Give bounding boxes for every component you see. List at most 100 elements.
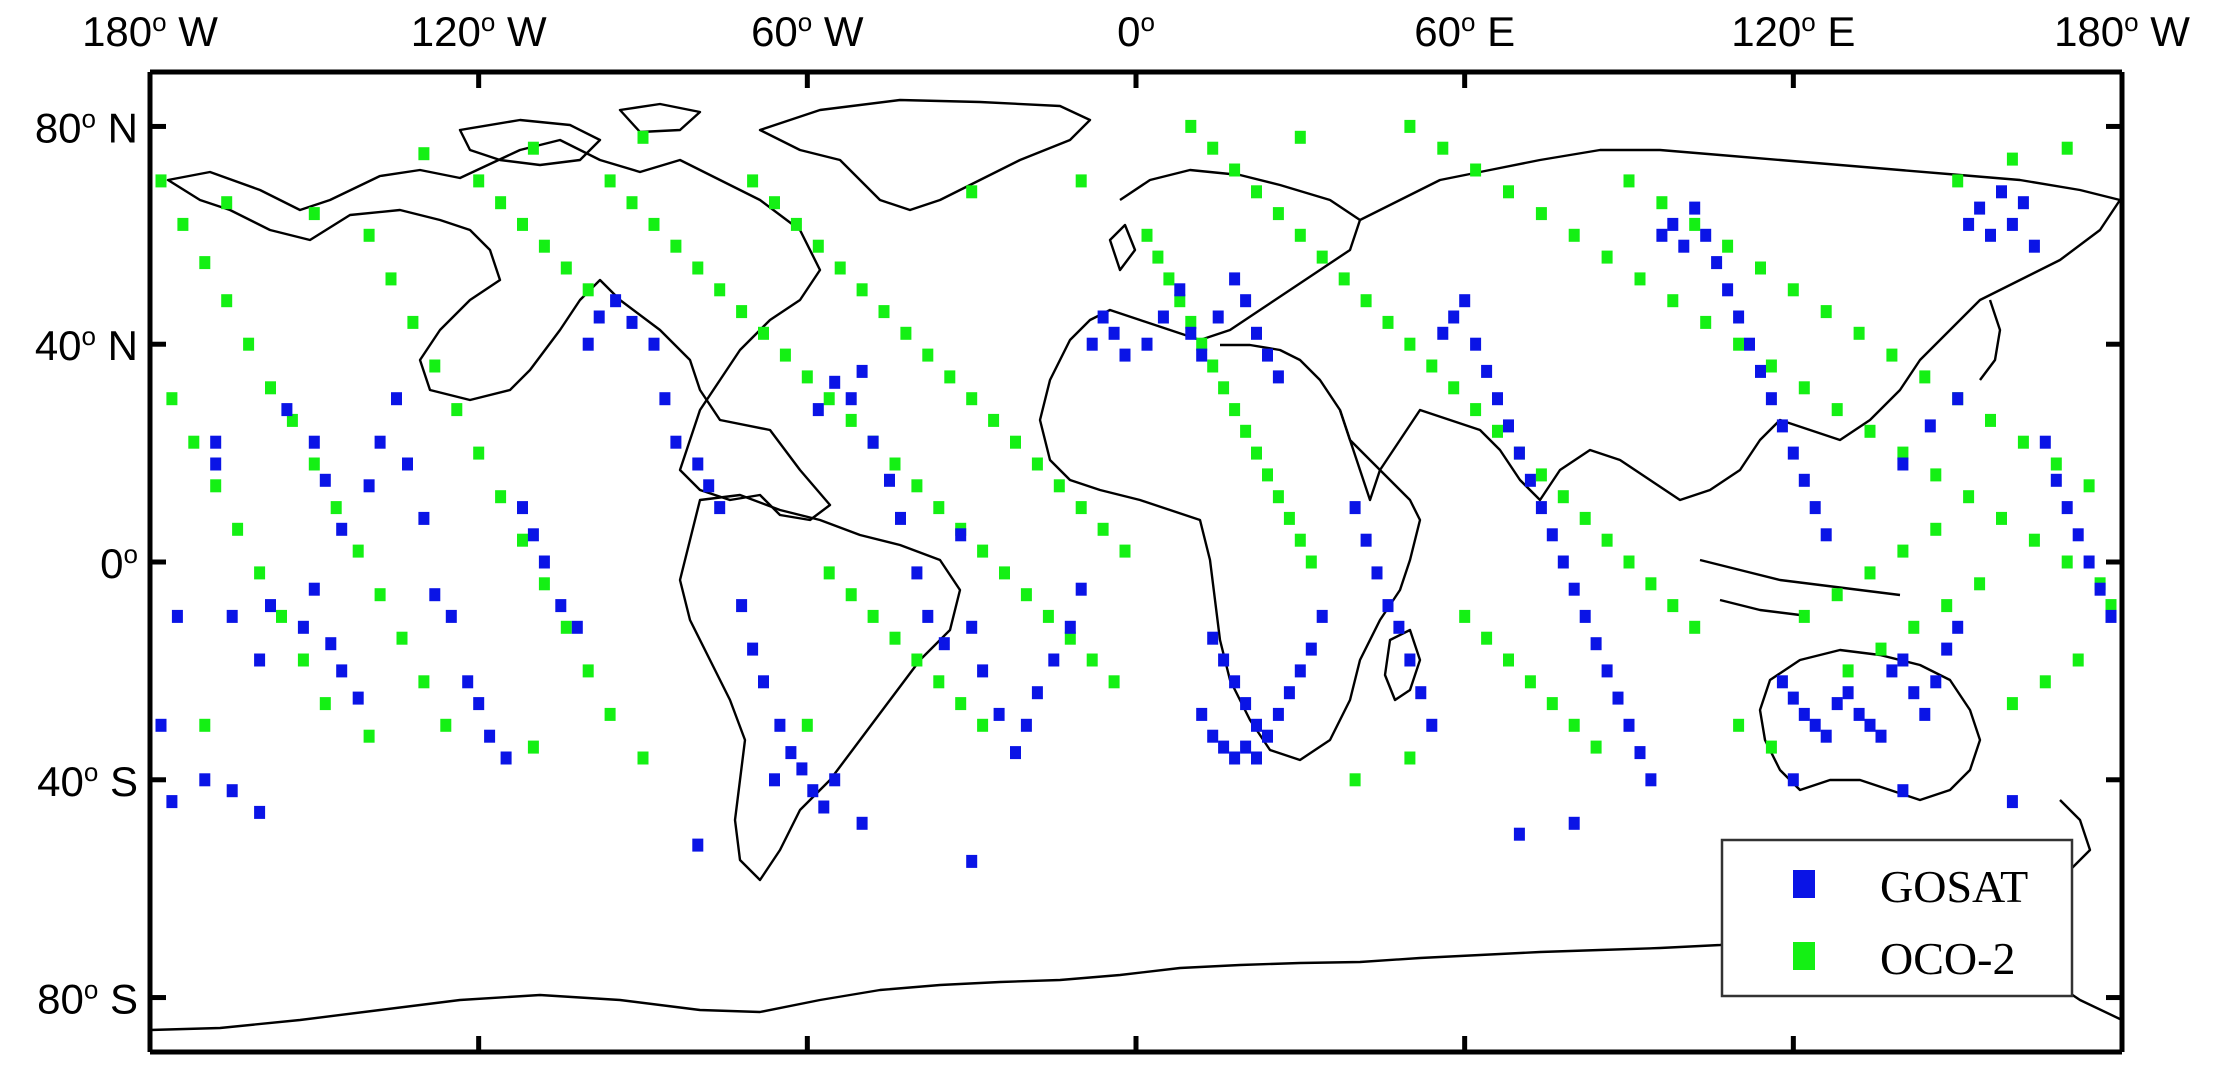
latitude-tick-labels: 80o N 40o N 0o 40o S 80o S [35, 103, 138, 1022]
point-oco-2-157 [2061, 555, 2073, 569]
point-gosat-156 [1886, 664, 1898, 678]
point-gosat-12 [319, 473, 331, 487]
point-gosat-169 [2028, 239, 2040, 253]
point-gosat-146 [1776, 675, 1788, 689]
point-oco-2-128 [1667, 599, 1679, 613]
point-oco-2-104 [1294, 533, 1306, 547]
lon-tick-label-2: 60o W [751, 7, 864, 55]
point-gosat-191 [2006, 795, 2018, 809]
point-gosat-78 [1196, 348, 1208, 362]
point-gosat-35 [659, 392, 671, 406]
point-oco-2-30 [538, 577, 550, 591]
point-oco-2-76 [834, 261, 846, 275]
point-gosat-9 [352, 691, 364, 705]
point-oco-2-100 [1251, 446, 1262, 460]
point-oco-2-169 [1919, 370, 1931, 384]
point-oco-2-130 [1459, 609, 1471, 623]
point-oco-2-152 [1897, 446, 1909, 460]
point-oco-2-140 [1503, 185, 1514, 199]
series-oco-2 [155, 119, 2117, 787]
point-gosat-188 [966, 854, 978, 868]
point-gosat-101 [1251, 751, 1262, 765]
point-oco-2-133 [1524, 675, 1536, 689]
lon-tick-label-1: 120o W [411, 7, 547, 55]
point-oco-2-148 [1765, 359, 1777, 373]
point-oco-2-116 [1404, 337, 1416, 351]
point-gosat-31 [593, 310, 605, 324]
point-gosat-172 [2061, 501, 2073, 515]
point-gosat-125 [1601, 664, 1613, 678]
point-oco-2-180 [2006, 697, 2018, 711]
point-gosat-55 [884, 473, 895, 487]
point-oco-2-205 [2061, 141, 2073, 155]
point-oco-2-156 [2028, 533, 2040, 547]
point-gosat-39 [714, 501, 726, 515]
lon-tick-label-3: 0o [1117, 7, 1155, 55]
point-gosat-105 [1382, 599, 1394, 613]
point-gosat-14 [363, 479, 375, 493]
point-oco-2-125 [1601, 533, 1613, 547]
point-gosat-93 [1294, 664, 1306, 678]
point-gosat-114 [1481, 364, 1493, 378]
point-gosat-68 [1064, 620, 1076, 634]
point-gosat-123 [1579, 609, 1591, 623]
point-gosat-158 [1908, 686, 1920, 700]
point-gosat-60 [955, 528, 967, 542]
point-gosat-44 [785, 746, 797, 760]
point-oco-2-26 [451, 403, 463, 417]
point-gosat-74 [1141, 337, 1153, 351]
point-oco-2-103 [1283, 511, 1295, 525]
point-gosat-18 [418, 511, 430, 525]
point-gosat-126 [1612, 691, 1624, 705]
point-gosat-46 [807, 784, 819, 798]
point-oco-2-206 [1349, 773, 1361, 787]
point-oco-2-22 [363, 228, 375, 242]
point-gosat-135 [1711, 256, 1723, 270]
point-gosat-141 [1776, 419, 1788, 433]
point-oco-2-114 [1360, 294, 1372, 308]
point-oco-2-179 [1974, 577, 1986, 591]
point-gosat-87 [1229, 675, 1241, 689]
point-gosat-162 [1952, 620, 1964, 634]
point-oco-2-192 [418, 147, 430, 161]
point-gosat-183 [254, 805, 266, 819]
point-oco-2-8 [330, 501, 342, 515]
point-oco-2-24 [407, 315, 419, 329]
point-oco-2-178 [1941, 599, 1953, 613]
point-oco-2-165 [1787, 283, 1799, 297]
point-gosat-151 [1831, 697, 1843, 711]
point-oco-2-202 [801, 718, 813, 732]
point-gosat-10 [281, 403, 293, 417]
point-gosat-98 [1218, 740, 1230, 754]
point-oco-2-88 [1097, 522, 1109, 536]
point-gosat-57 [911, 566, 923, 580]
point-oco-2-80 [922, 348, 934, 362]
point-oco-2-57 [977, 544, 989, 558]
point-gosat-182 [226, 784, 238, 798]
point-gosat-128 [1634, 746, 1646, 760]
point-oco-2-173 [2050, 457, 2062, 471]
point-gosat-94 [1305, 642, 1317, 656]
point-oco-2-193 [527, 141, 539, 155]
point-gosat-47 [818, 800, 830, 814]
point-oco-2-137 [1404, 119, 1416, 133]
point-gosat-52 [845, 392, 857, 406]
point-oco-2-58 [999, 566, 1010, 580]
point-gosat-143 [1798, 473, 1810, 487]
point-oco-2-134 [1546, 697, 1558, 711]
point-oco-2-111 [1294, 228, 1306, 242]
point-gosat-103 [1360, 533, 1372, 547]
point-gosat-51 [829, 375, 841, 389]
point-oco-2-39 [582, 283, 594, 297]
longitude-tick-labels: 180o W 120o W 60o W 0o 60o E 120o E 180o W [82, 7, 2190, 55]
point-gosat-7 [325, 637, 337, 651]
coastline-eurasia [1338, 148, 2122, 502]
point-gosat-185 [155, 718, 167, 732]
point-oco-2-106 [1185, 119, 1197, 133]
point-gosat-65 [1020, 718, 1032, 732]
point-gosat-130 [1656, 228, 1668, 242]
point-gosat-1 [210, 457, 222, 471]
point-gosat-179 [1897, 457, 1909, 471]
point-gosat-100 [1240, 740, 1252, 754]
point-gosat-56 [895, 511, 906, 525]
